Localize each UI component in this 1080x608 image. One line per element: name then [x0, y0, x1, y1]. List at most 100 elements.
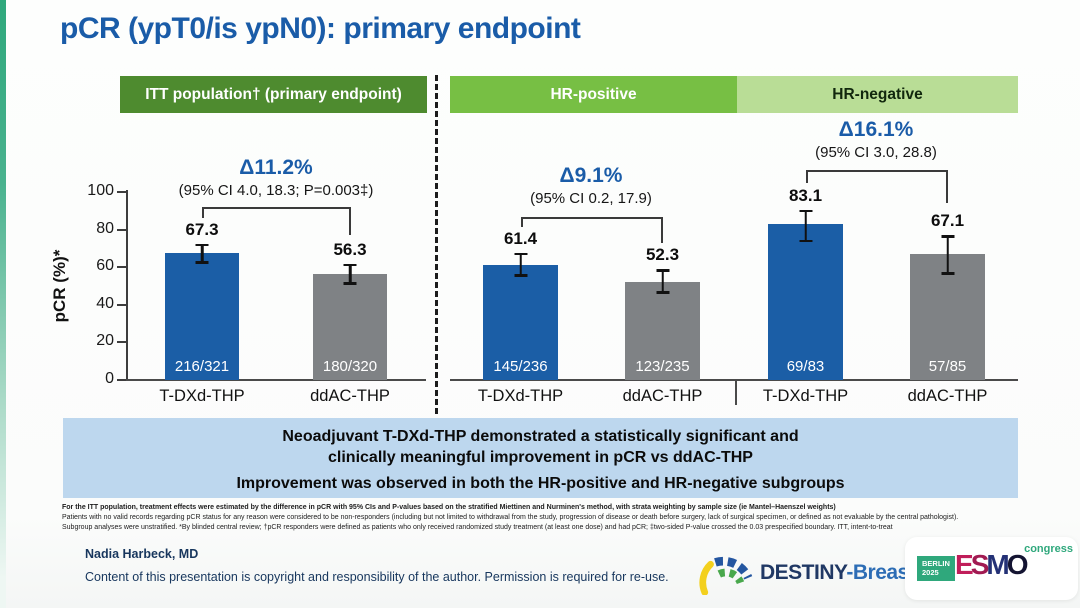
bar-hrneg-ddac-thp: 57/85 67.1 ddAC-THP — [908, 0, 988, 608]
error-bar-cap-bottom — [656, 291, 669, 294]
y-tick-mark — [117, 303, 126, 306]
error-bar-cap-top — [514, 252, 527, 256]
y-tick-mark — [117, 341, 126, 344]
left-edge-accent — [0, 0, 6, 608]
delta-ci: (95% CI 3.0, 28.8) — [815, 144, 937, 161]
error-bar-cap-top — [656, 269, 669, 272]
delta-value: Δ16.1% — [838, 118, 914, 141]
error-bar — [661, 269, 664, 294]
y-tick-label: 100 — [87, 182, 114, 199]
error-bar-cap-top — [343, 263, 357, 267]
esmo-berlin-2025-badge: BERLIN 2025 — [917, 556, 955, 581]
bar-value-label: 56.3 — [333, 239, 367, 259]
bar-value-label: 52.3 — [645, 245, 680, 265]
esmo-letter: O — [1006, 549, 1029, 580]
x-axis-label: ddAC-THP — [622, 387, 703, 405]
panel-header-itt: ITT population† (primary endpoint) — [120, 76, 427, 113]
error-bar — [200, 243, 204, 264]
esmo-location: BERLIN — [922, 559, 950, 568]
delta-annotation-hr-positive: Δ9.1% (95% CI 0.2, 17.9) — [481, 164, 701, 207]
esmo-congress-logo: BERLIN 2025 ESMO congress — [905, 537, 1078, 600]
esmo-letter: S — [970, 549, 990, 580]
bar-fraction: 180/320 — [322, 357, 378, 375]
y-axis-label: pCR (%)* — [50, 249, 69, 323]
bar: 123/235 — [625, 281, 700, 380]
bar-value-label: 67.3 — [185, 219, 219, 239]
error-bar — [804, 209, 807, 243]
delta-ci: (95% CI 4.0, 18.3; P=0.003‡) — [178, 182, 374, 199]
panel-header-hr-positive: HR-positive — [450, 76, 737, 113]
y-tick-label: 60 — [96, 257, 114, 275]
bar: 69/83 — [768, 223, 843, 380]
delta-ci: (95% CI 0.2, 17.9) — [530, 190, 652, 207]
y-tick-mark — [117, 191, 126, 193]
error-bar-cap-top — [799, 209, 812, 213]
destiny-logo-text-bold: DESTINY — [760, 561, 847, 584]
x-axis-label: T-DXd-THP — [477, 387, 564, 405]
delta-value: Δ9.1% — [559, 164, 623, 187]
footnote-line-3: Subgroup analyses were unstratified. *By… — [62, 524, 893, 531]
bar-itt-ddac-thp: 180/320 56.3 ddAC-THP — [310, 0, 390, 608]
bar-value-label: 61.4 — [503, 228, 538, 248]
page-title: pCR (ypT0/is ypN0): primary endpoint — [60, 12, 581, 45]
y-tick-label: 80 — [96, 219, 114, 237]
bar-fraction: 145/236 — [493, 357, 548, 375]
panel-header-hr-negative-label: HR-negative — [832, 85, 923, 103]
conclusion-banner: Neoadjuvant T-DXd-THP demonstrated a sta… — [63, 418, 1018, 498]
x-axis-baseline-hr-subgroups — [450, 379, 1018, 381]
dashed-divider — [435, 75, 438, 414]
y-tick-mark — [117, 266, 126, 269]
delta-annotation-hr-negative: Δ16.1% (95% CI 3.0, 28.8) — [766, 118, 986, 161]
x-axis-baseline-itt — [126, 379, 426, 381]
panel-header-itt-label: ITT population† (primary endpoint) — [145, 85, 402, 103]
error-bar-cap-bottom — [799, 239, 812, 243]
copyright-notice: Content of this presentation is copyrigh… — [85, 570, 669, 584]
bar-hrneg-tdxd-thp: 69/83 83.1 T-DXd-THP — [763, 0, 848, 608]
esmo-wordmark: ESMO — [955, 549, 1029, 581]
esmo-letter: E — [955, 549, 974, 580]
bar-fraction: 123/235 — [635, 357, 690, 375]
conclusion-line-1: Neoadjuvant T-DXd-THP demonstrated a sta… — [282, 428, 799, 445]
bar-hrpos-tdxd-thp: 145/236 61.4 T-DXd-THP — [478, 0, 563, 608]
bar: 145/236 — [483, 264, 558, 380]
y-tick-mark — [117, 228, 126, 231]
error-bar-cap-top — [941, 235, 954, 238]
error-bar-cap-bottom — [941, 272, 954, 275]
panel-header-hr-negative: HR-negative — [737, 76, 1018, 113]
delta-value: Δ11.2% — [239, 156, 313, 179]
x-axis-label: T-DXd-THP — [762, 387, 849, 405]
error-bar-cap-bottom — [514, 274, 527, 277]
panel-header-hr-positive-label: HR-positive — [550, 85, 637, 103]
error-bar — [519, 252, 522, 277]
y-tick-label: 20 — [96, 332, 114, 350]
footnote-line-1: For the ITT population, treatment effect… — [62, 504, 836, 511]
bar: 216/321 — [165, 253, 239, 380]
delta-annotation-itt: Δ11.2% (95% CI 4.0, 18.3; P=0.003‡) — [156, 156, 396, 199]
error-bar-cap-bottom — [343, 282, 357, 285]
destiny-fan-icon — [699, 556, 753, 595]
error-bar-cap-bottom — [195, 261, 209, 264]
y-axis-line — [126, 190, 128, 381]
footnotes: For the ITT population, treatment effect… — [62, 503, 1040, 533]
esmo-congress-label: congress — [1024, 543, 1073, 555]
footnote-line-2: Patients with no valid records regarding… — [62, 514, 959, 521]
error-bar-cap-top — [195, 243, 209, 247]
bar-fraction: 57/85 — [928, 357, 967, 375]
x-axis-label: T-DXd-THP — [159, 387, 245, 405]
y-tick-label: 0 — [105, 370, 114, 387]
x-axis-label: ddAC-THP — [310, 387, 390, 405]
conclusion-line-2: clinically meaningful improvement in pCR… — [328, 449, 753, 466]
y-tick-label: 40 — [96, 294, 114, 312]
x-axis-label: ddAC-THP — [907, 387, 988, 405]
bar-value-label: 67.1 — [930, 211, 965, 231]
bar: 180/320 — [313, 274, 387, 380]
esmo-year: 2025 — [922, 567, 939, 577]
bar-hrpos-ddac-thp: 123/235 52.3 ddAC-THP — [623, 0, 703, 608]
bar-fraction: 216/321 — [174, 357, 230, 375]
presenter-name: Nadia Harbeck, MD — [85, 547, 199, 561]
bar-value-label: 83.1 — [788, 185, 823, 205]
bar-fraction: 69/83 — [786, 357, 825, 375]
y-tick-mark — [117, 379, 126, 381]
bar-itt-tdxd-thp: 216/321 67.3 T-DXd-THP — [159, 0, 244, 608]
